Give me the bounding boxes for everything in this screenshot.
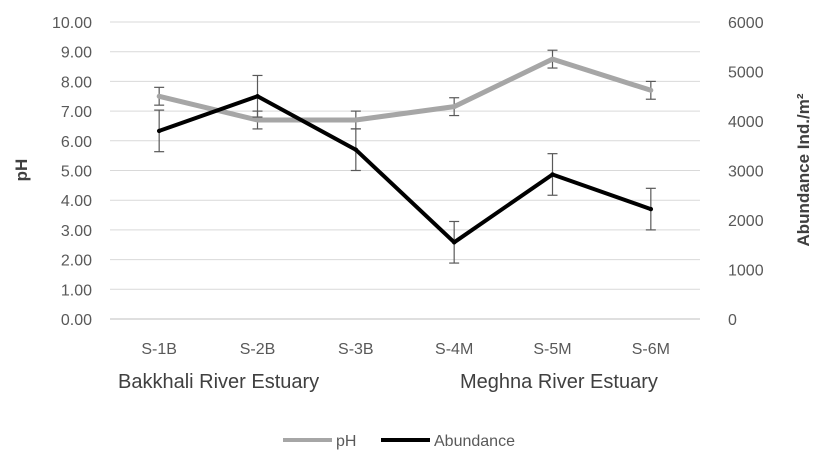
series-abundance	[154, 74, 656, 264]
data-point-ph	[550, 56, 555, 62]
x-tick-label: S-1B	[141, 341, 177, 358]
left-tick-label: 2.00	[61, 253, 92, 270]
x-tick-label: S-5M	[533, 341, 571, 358]
series-line-abundance	[157, 94, 653, 245]
left-tick-label: 1.00	[61, 282, 92, 299]
right-tick-label: 2000	[728, 213, 764, 230]
x-tick-label: S-2B	[240, 341, 276, 358]
legend-item-abundance: Abundance	[381, 433, 515, 450]
gridlines	[110, 21, 700, 320]
left-tick-label: 8.00	[61, 74, 92, 91]
right-tick-label: 6000	[728, 15, 764, 32]
series-line-ph	[156, 56, 654, 123]
right-tick-label: 4000	[728, 114, 764, 131]
left-tick-label: 4.00	[61, 193, 92, 210]
legend-label-ph: pH	[336, 433, 356, 450]
left-tick-label: 5.00	[61, 164, 92, 181]
left-tick-label: 6.00	[61, 134, 92, 151]
x-tick-label: S-4M	[435, 341, 473, 358]
legend-marker-ph	[305, 438, 309, 442]
x-tick-label: S-3B	[338, 341, 374, 358]
x-tick-label: S-6M	[632, 341, 670, 358]
data-point-abundance	[550, 172, 555, 177]
legend: pH Abundance	[283, 433, 515, 450]
data-point-abundance	[451, 240, 457, 245]
right-axis-title: Abundance Ind./m²	[794, 93, 813, 246]
left-tick-label: 0.00	[61, 312, 92, 329]
data-point-ph	[451, 104, 457, 109]
legend-label-abundance: Abundance	[434, 433, 515, 450]
left-tick-label: 3.00	[61, 223, 92, 240]
right-tick-label: 5000	[728, 65, 764, 82]
right-tick-label: 1000	[728, 263, 764, 280]
data-point-abundance	[255, 94, 260, 99]
data-point-ph	[255, 117, 260, 123]
legend-item-ph: pH	[283, 433, 356, 450]
data-point-abundance	[353, 147, 359, 152]
legend-marker-abundance	[403, 438, 407, 442]
x-axis-ticks: S-1B S-2B S-3B S-4M S-5M S-6M	[141, 341, 670, 358]
left-tick-label: 9.00	[61, 45, 92, 62]
data-point-ph	[648, 88, 654, 93]
series-layer	[154, 49, 656, 264]
data-point-ph	[353, 117, 359, 123]
data-point-abundance	[156, 128, 162, 134]
group-label-bakkhali: Bakkhali River Estuary	[118, 371, 319, 393]
right-tick-label: 0	[728, 312, 737, 329]
group-label-meghna: Meghna River Estuary	[460, 371, 658, 393]
right-axis-ticks: 0 1000 2000 3000 4000 5000 6000	[728, 15, 764, 329]
left-tick-label: 10.00	[52, 15, 92, 32]
left-axis-title: pH	[12, 159, 31, 182]
right-tick-label: 3000	[728, 164, 764, 181]
data-point-abundance	[648, 206, 654, 212]
data-point-ph	[156, 94, 162, 99]
left-tick-label: 7.00	[61, 104, 92, 121]
series-ph	[154, 49, 656, 130]
left-axis-ticks: 0.00 1.00 2.00 3.00 4.00 5.00 6.00 7.00 8.00 9.00…	[52, 15, 92, 329]
